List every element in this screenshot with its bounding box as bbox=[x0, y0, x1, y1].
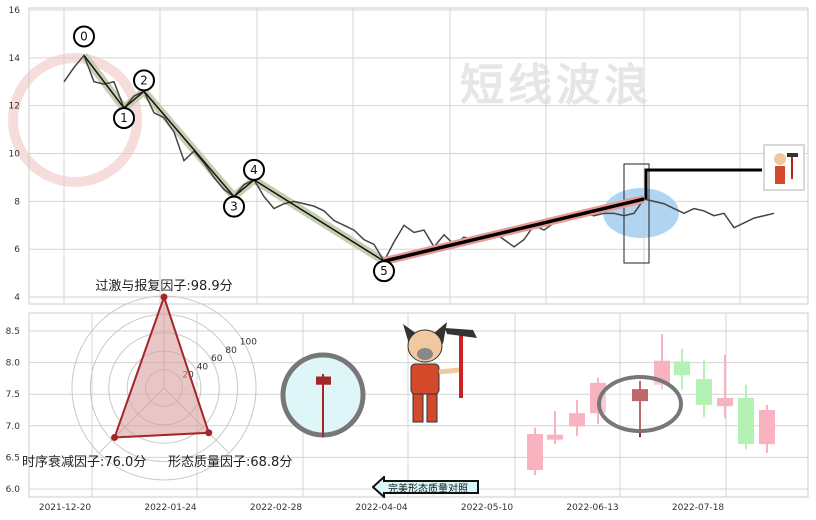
bottom-y-tick: 6.5 bbox=[6, 453, 20, 463]
bottom-y-tick: 8.0 bbox=[6, 359, 21, 369]
callout-connector bbox=[644, 168, 762, 199]
hammer-head bbox=[445, 328, 477, 338]
dog-head bbox=[774, 153, 786, 165]
dog-snout bbox=[417, 348, 433, 360]
top-y-tick: 14 bbox=[9, 54, 21, 64]
top-y-tick: 10 bbox=[9, 150, 21, 160]
radar-ring-label: 80 bbox=[225, 346, 237, 356]
dog-overalls bbox=[410, 363, 440, 395]
top-y-tick: 12 bbox=[9, 102, 20, 112]
candle-body bbox=[547, 434, 563, 440]
wave-point-label: 5 bbox=[380, 264, 388, 278]
hammer-head bbox=[787, 153, 798, 157]
wave-point-label: 2 bbox=[140, 73, 148, 87]
top-y-tick: 16 bbox=[9, 6, 21, 16]
rebound-line bbox=[383, 197, 645, 263]
wave-point-label: 0 bbox=[80, 29, 88, 43]
perfect-pattern-compare-button[interactable]: 完美形态质量对照 bbox=[372, 476, 480, 498]
radar-indicator-label: 时序衰减因子:76.0分 bbox=[22, 454, 146, 470]
dog-ear-left bbox=[403, 324, 417, 344]
candle-body bbox=[569, 413, 585, 427]
radar-ring-label: 40 bbox=[197, 362, 209, 372]
wave-point-marker bbox=[113, 107, 135, 130]
highlight-candle-ellipse bbox=[597, 375, 683, 433]
x-tick: 2022-05-10 bbox=[461, 503, 514, 513]
dog-leg-left bbox=[412, 393, 424, 423]
wave-point-marker bbox=[133, 69, 155, 92]
dog-thumbnail bbox=[763, 144, 805, 191]
dog-arm bbox=[438, 367, 460, 375]
candle-body bbox=[674, 361, 690, 376]
x-tick: 2022-07-18 bbox=[672, 503, 725, 513]
wave-point-marker bbox=[243, 158, 265, 181]
radar-vertex bbox=[160, 293, 168, 301]
dog-ear-right bbox=[433, 322, 447, 344]
x-tick: 2021-12-20 bbox=[39, 503, 92, 513]
candle-body bbox=[738, 397, 754, 445]
reference-candle-body bbox=[316, 376, 331, 385]
bottom-y-tick: 7.0 bbox=[6, 422, 21, 432]
candle-body bbox=[717, 397, 733, 407]
price-line bbox=[63, 53, 775, 263]
dog-mascot bbox=[403, 322, 477, 423]
left-arrow-icon bbox=[372, 476, 479, 498]
top-plot-frame bbox=[28, 7, 809, 305]
bottom-plot-frame bbox=[28, 312, 809, 498]
radar-area bbox=[113, 293, 211, 439]
bottom-y-tick: 7.5 bbox=[6, 390, 20, 400]
highlight-box bbox=[623, 163, 650, 264]
dog-leg-right bbox=[426, 393, 438, 423]
wave-point-marker bbox=[223, 195, 245, 218]
top-y-tick: 4 bbox=[14, 293, 20, 303]
top-y-tick: 8 bbox=[14, 197, 20, 207]
wave-point-marker bbox=[373, 260, 395, 283]
watermark-text: 短线波浪 bbox=[460, 60, 652, 111]
dog-body bbox=[775, 166, 785, 184]
candle-body bbox=[759, 410, 775, 445]
radar-ring-label: 60 bbox=[211, 354, 223, 364]
dog-head bbox=[407, 329, 443, 363]
candle-body bbox=[696, 379, 712, 405]
x-tick: 2022-06-13 bbox=[566, 503, 618, 513]
radar-vertex bbox=[205, 429, 213, 437]
wave-point-label: 3 bbox=[230, 200, 238, 214]
top-y-tick: 6 bbox=[14, 245, 20, 255]
compare-button-label: 完美形态质量对照 bbox=[388, 484, 468, 495]
radar-indicator-label: 形态质量因子:68.8分 bbox=[168, 455, 292, 470]
x-tick: 2022-04-04 bbox=[355, 503, 408, 513]
x-tick: 2022-02-28 bbox=[250, 503, 303, 513]
radar-indicator-label: 过激与报复因子:98.9分 bbox=[95, 279, 232, 294]
bottom-y-tick: 8.5 bbox=[6, 327, 20, 337]
x-tick: 2022-01-24 bbox=[144, 503, 197, 513]
wave-point-label: 1 bbox=[120, 111, 128, 125]
down-wave-line bbox=[83, 54, 385, 262]
radar-ring-label: 100 bbox=[240, 338, 257, 348]
radar-vertex bbox=[111, 433, 119, 441]
wave-point-label: 4 bbox=[250, 163, 258, 177]
candle-body bbox=[527, 434, 543, 471]
wave-point-marker bbox=[73, 25, 95, 48]
bottom-y-tick: 6.0 bbox=[6, 485, 21, 495]
candle-body bbox=[632, 389, 648, 402]
